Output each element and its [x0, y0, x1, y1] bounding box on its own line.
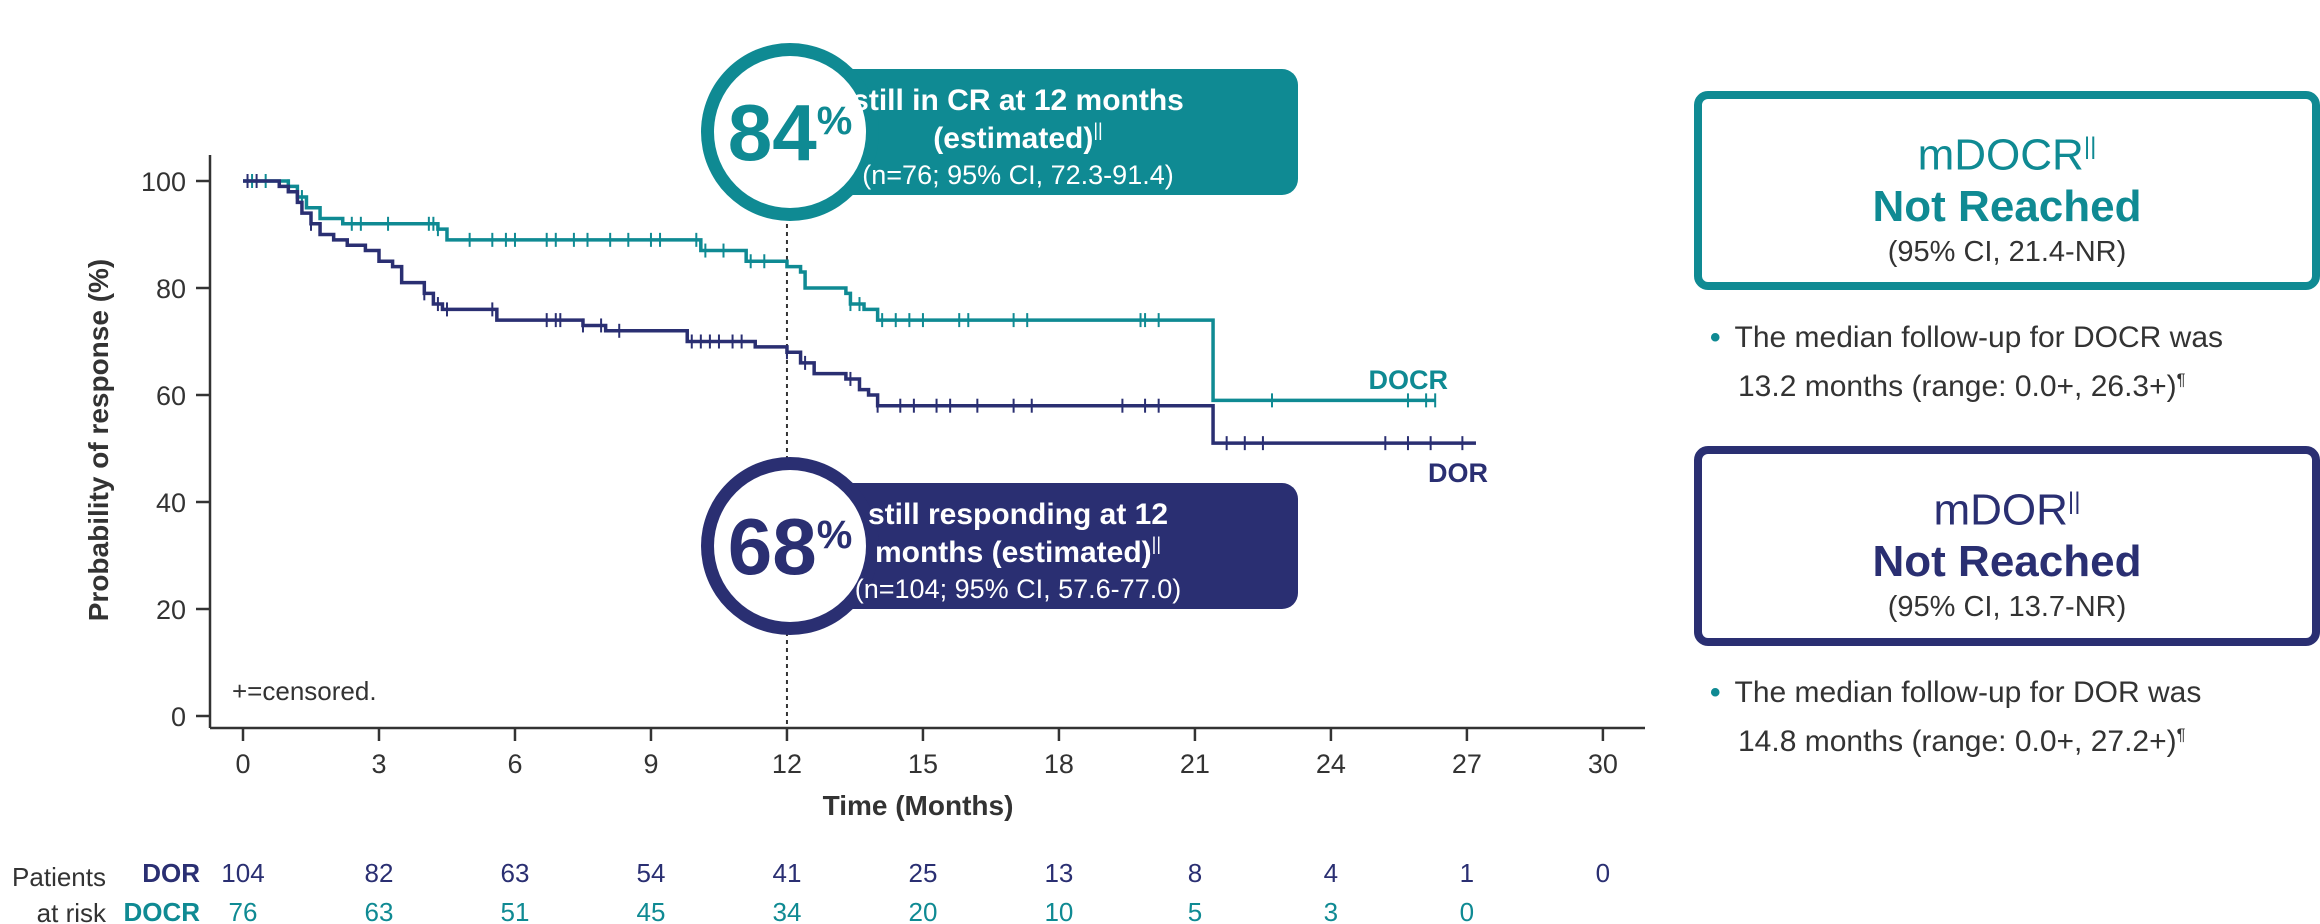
- x-tick-label: 3: [371, 749, 386, 779]
- risk-value-dor: 63: [501, 858, 530, 888]
- risk-value-docr: 3: [1324, 897, 1338, 924]
- x-tick-label: 24: [1316, 749, 1346, 779]
- censored-note: +=censored.: [232, 676, 377, 706]
- risk-value-dor: 54: [637, 858, 666, 888]
- x-tick-label: 12: [772, 749, 802, 779]
- docr-callout-line2: (estimated)||: [933, 120, 1102, 155]
- y-tick-label: 0: [171, 702, 186, 732]
- risk-value-dor: 1: [1460, 858, 1474, 888]
- risk-value-docr: 10: [1044, 897, 1073, 924]
- mdor-value: Not Reached: [1872, 536, 2142, 586]
- docr-callout-line3: (n=76; 95% CI, 72.3-91.4): [862, 160, 1173, 190]
- mdocr-value: Not Reached: [1872, 181, 2142, 231]
- docr-followup-bullet: • The median follow-up for DOCR was 13.2 …: [1710, 321, 2224, 403]
- dor-curve: [243, 179, 1476, 445]
- risk-table-label-line2: at risk: [37, 898, 107, 924]
- x-axis-label: Time (Months): [823, 790, 1014, 821]
- risk-value-docr: 76: [229, 897, 258, 924]
- docr-callout-disc: [714, 56, 866, 208]
- risk-value-dor: 4: [1324, 858, 1338, 888]
- mdocr-ci: (95% CI, 21.4-NR): [1887, 235, 2127, 268]
- x-tick-label: 30: [1588, 749, 1618, 779]
- mdocr-title: mDOCR||: [1917, 130, 2097, 180]
- x-tick-label: 6: [507, 749, 522, 779]
- docr-callout-panel: [790, 69, 1298, 195]
- dor-callout-line2: months (estimated)||: [875, 534, 1161, 569]
- risk-row-label-docr: DOCR: [123, 897, 200, 924]
- x-tick-label: 18: [1044, 749, 1074, 779]
- risk-value-docr: 63: [365, 897, 394, 924]
- dor-series-label: DOR: [1428, 458, 1488, 488]
- x-tick-label: 9: [643, 749, 658, 779]
- mdocr-box: mDOCR|| Not Reached (95% CI, 21.4-NR): [1694, 91, 2320, 290]
- dor-callout-line3: (n=104; 95% CI, 57.6-77.0): [855, 574, 1181, 604]
- y-tick-label: 100: [141, 167, 186, 197]
- risk-value-dor: 8: [1188, 858, 1202, 888]
- mdor-ci: (95% CI, 13.7-NR): [1887, 590, 2127, 623]
- risk-value-docr: 34: [772, 897, 801, 924]
- risk-row-label-dor: DOR: [142, 858, 200, 888]
- docr-callout-line1: still in CR at 12 months: [852, 84, 1184, 117]
- mdor-box: mDOR|| Not Reached (95% CI, 13.7-NR): [1694, 446, 2320, 646]
- x-tick-label: 0: [235, 749, 250, 779]
- risk-value-docr: 20: [908, 897, 937, 924]
- x-tick-label: 21: [1180, 749, 1210, 779]
- risk-value-dor: 0: [1596, 858, 1610, 888]
- docr-percent: 84%: [728, 88, 853, 177]
- y-tick-label: 40: [156, 488, 186, 518]
- docr-curve: [243, 179, 1436, 403]
- y-axis-label: Probability of response (%): [83, 259, 114, 622]
- y-tick-label: 80: [156, 274, 186, 304]
- risk-value-dor: 13: [1044, 858, 1073, 888]
- x-tick-label: 15: [908, 749, 938, 779]
- dor-callout-line1: still responding at 12: [868, 498, 1168, 531]
- dor-followup-bullet: • The median follow-up for DOR was 14.8 m…: [1710, 676, 2202, 758]
- y-tick-label: 20: [156, 595, 186, 625]
- risk-value-dor: 104: [221, 858, 264, 888]
- risk-value-dor: 82: [365, 858, 394, 888]
- mdor-title: mDOR||: [1933, 485, 2081, 535]
- x-tick-label: 27: [1452, 749, 1482, 779]
- docr-callout: 84% still in CR at 12 months(estimated)||…: [701, 43, 1298, 221]
- docr-series-label: DOCR: [1369, 365, 1449, 395]
- risk-value-dor: 25: [908, 858, 937, 888]
- dor-callout-panel: [790, 483, 1298, 609]
- risk-value-docr: 0: [1460, 897, 1474, 924]
- dor-callout-disc: [714, 470, 866, 622]
- risk-value-docr: 5: [1188, 897, 1202, 924]
- risk-value-dor: 41: [772, 858, 801, 888]
- dor-percent: 68%: [728, 502, 853, 591]
- y-tick-label: 60: [156, 381, 186, 411]
- risk-value-docr: 45: [637, 897, 666, 924]
- risk-table-label-line1: Patients: [12, 862, 106, 892]
- risk-value-docr: 51: [501, 897, 530, 924]
